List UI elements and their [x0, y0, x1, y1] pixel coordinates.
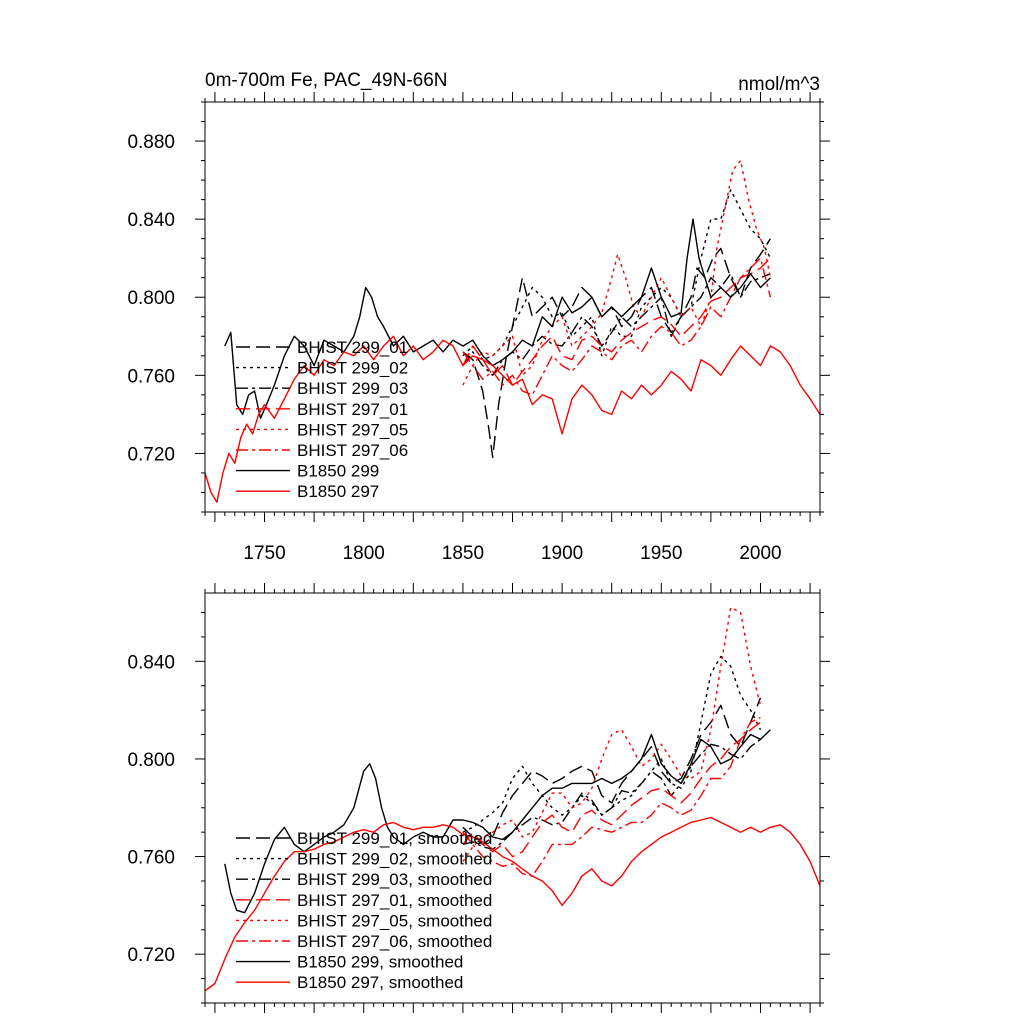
- series-line-bhist-299-02-smoothed: [462, 655, 762, 833]
- series-line-bhist-297-06-smoothed: [462, 716, 761, 877]
- chart-title: 0m-700m Fe, PAC_49N-66N: [205, 70, 448, 91]
- series-line-b1850-297: [205, 335, 820, 503]
- y-tick-label-0.720: 0.720: [127, 444, 175, 465]
- series-line-bhist-299-01-smoothed: [462, 697, 762, 846]
- series-line-bhist-297-05: [462, 159, 772, 386]
- series-line-bhist-297-05-smoothed: [462, 606, 762, 862]
- x-tick-label-1800: 1800: [343, 543, 385, 564]
- legend-label-bhist-297-01: BHIST 297_01: [297, 400, 408, 419]
- x-tick-label-2000: 2000: [739, 543, 781, 564]
- legend: BHIST 299_01, smoothed BHIST 299_02, smoo…: [236, 829, 492, 992]
- series-line-bhist-297-01: [462, 257, 771, 386]
- plot-area: [205, 606, 820, 992]
- chart-panel-1: 0m-700m Fe, PAC_49N-66N nmol/m^3 1750 1800 1…: [127, 70, 830, 564]
- legend-label-bhist-299-01-smoothed: BHIST 299_01, smoothed: [297, 829, 492, 848]
- series-line-bhist-297-06: [462, 257, 772, 396]
- legend-label-bhist-299-02: BHIST 299_02: [297, 359, 408, 378]
- x-tick-label-1850: 1850: [442, 543, 484, 564]
- series-line-bhist-297-01-smoothed: [462, 721, 761, 858]
- legend-label-bhist-297-01-smoothed: BHIST 297_01, smoothed: [297, 891, 492, 910]
- legend-label-bhist-299-01: BHIST 299_01: [297, 338, 408, 357]
- legend-label-bhist-299-02-smoothed: BHIST 299_02, smoothed: [297, 850, 492, 869]
- legend-label-bhist-297-05-smoothed: BHIST 297_05, smoothed: [297, 911, 492, 930]
- x-tick-label-1950: 1950: [640, 543, 682, 564]
- chart-units-label: nmol/m^3: [738, 74, 820, 95]
- series-line-b1850-297-smoothed: [205, 816, 820, 992]
- series-line-bhist-299-03: [462, 273, 771, 376]
- legend-label-bhist-299-03-smoothed: BHIST 299_03, smoothed: [297, 870, 492, 889]
- x-tick-label-1900: 1900: [541, 543, 583, 564]
- legend-label-b1850-299: B1850 299: [297, 462, 379, 481]
- y-tick-label-0.720: 0.720: [127, 945, 175, 966]
- y-tick-label-0.880: 0.880: [127, 132, 175, 153]
- series-line-bhist-299-01: [462, 238, 771, 458]
- legend-label-b1850-299-smoothed: B1850 299, smoothed: [297, 953, 463, 972]
- legend-label-bhist-297-06: BHIST 297_06: [297, 441, 408, 460]
- series-line-b1850-299-smoothed: [224, 729, 771, 914]
- legend-label-b1850-297: B1850 297: [297, 482, 379, 501]
- y-tick-label-0.800: 0.800: [127, 288, 175, 309]
- y-tick-label-0.800: 0.800: [127, 750, 175, 771]
- y-tick-label-0.760: 0.760: [127, 848, 175, 869]
- y-tick-label-0.760: 0.760: [127, 366, 175, 387]
- legend-label-bhist-297-06-smoothed: BHIST 297_06, smoothed: [297, 932, 492, 951]
- chart-panel-2: 0.720 0.760 0.800 0.840 BHIST 299_01, smooth…: [127, 583, 830, 1013]
- plot-area: [205, 159, 820, 503]
- legend-label-bhist-297-05: BHIST 297_05: [297, 420, 408, 439]
- y-tick-label-0.840: 0.840: [127, 652, 175, 673]
- series-line-b1850-299: [224, 218, 771, 419]
- legend-label-bhist-299-03: BHIST 299_03: [297, 379, 408, 398]
- x-tick-label-1750: 1750: [243, 543, 285, 564]
- y-tick-label-0.840: 0.840: [127, 210, 175, 231]
- legend-label-b1850-297-smoothed: B1850 297, smoothed: [297, 973, 463, 992]
